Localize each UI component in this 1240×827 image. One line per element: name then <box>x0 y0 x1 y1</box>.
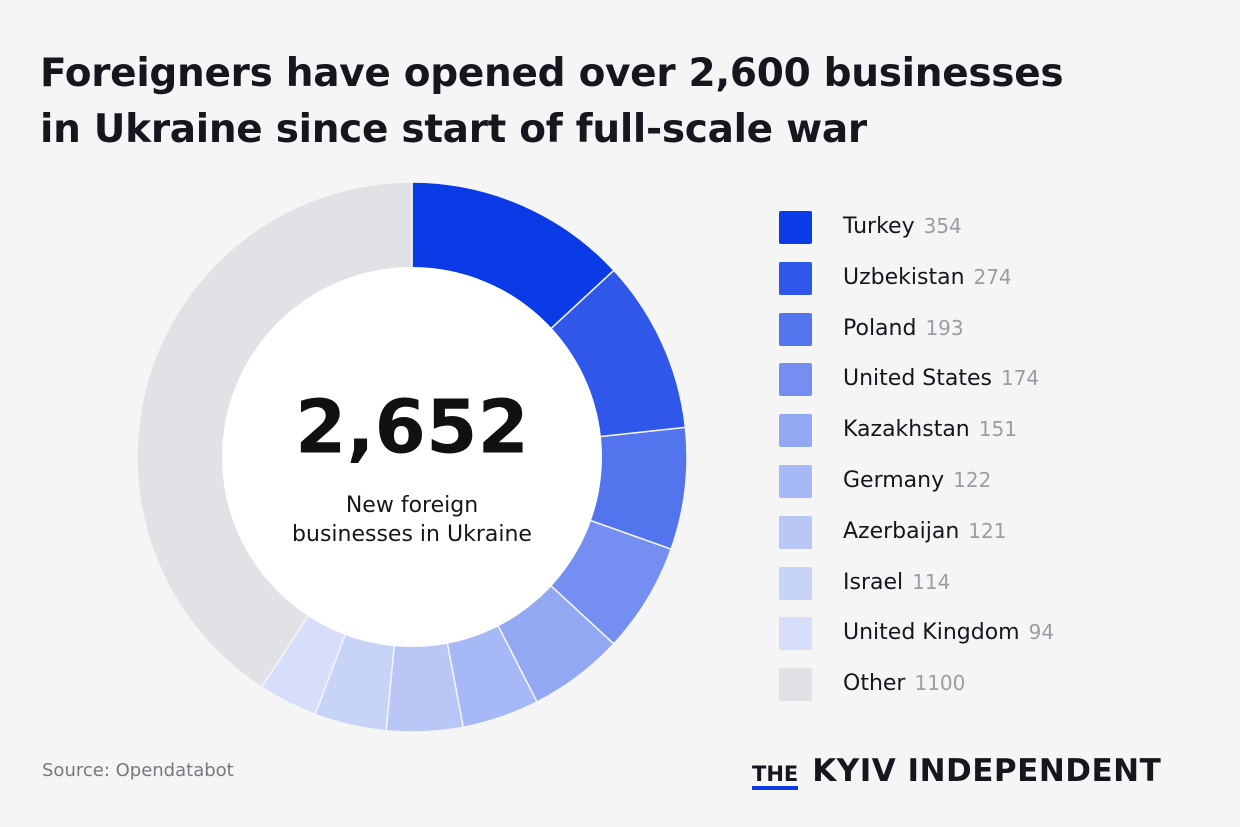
legend-item: Kazakhstan 151 <box>779 414 1054 465</box>
legend-item: Israel 114 <box>779 566 1054 618</box>
brand-logo: THE KYIV INDEPENDENT <box>752 753 1161 790</box>
brand-prefix: THE <box>752 762 799 790</box>
legend-label: United States <box>843 366 992 392</box>
legend-swatch <box>779 617 812 651</box>
legend-value: 274 <box>973 264 1012 289</box>
legend-label: Kazakhstan <box>843 417 970 443</box>
legend-label: Germany <box>843 467 945 493</box>
legend-value: 151 <box>978 417 1017 442</box>
legend-swatch <box>779 515 812 549</box>
center-total: 2,652 <box>295 385 529 471</box>
legend-item: United Kingdom 94 <box>779 617 1054 668</box>
donut-hole <box>222 267 602 647</box>
legend-item: Germany 122 <box>779 464 1054 516</box>
legend-swatch <box>779 668 812 702</box>
legend-label: Azerbaijan <box>843 518 960 544</box>
center-text: businesses in Ukraine <box>292 522 532 547</box>
legend-value: 114 <box>912 569 951 594</box>
chart-title: Foreigners have opened over 2,600 busine… <box>40 46 1064 158</box>
legend-swatch <box>779 464 812 498</box>
title-line: in Ukraine since start of full-scale war <box>40 107 867 152</box>
legend-label: United Kingdom <box>843 620 1020 646</box>
legend-swatch <box>779 211 812 244</box>
legend-label: Turkey <box>843 214 915 239</box>
legend-swatch <box>779 312 812 346</box>
brand-name: KYIV INDEPENDENT <box>812 753 1162 789</box>
legend-value: 121 <box>968 518 1007 543</box>
legend-value: 193 <box>925 315 964 340</box>
legend-item: Uzbekistan 274 <box>779 261 1054 313</box>
legend-swatch <box>779 261 812 295</box>
legend: Turkey 354 Uzbekistan 274 Poland 193 United St… <box>779 211 1054 719</box>
legend-value: 122 <box>953 467 992 492</box>
legend-value: 1100 <box>914 671 966 696</box>
legend-label: Poland <box>843 315 917 341</box>
source: Source: Opendatabot <box>42 760 234 781</box>
legend-label: Other <box>843 671 906 697</box>
legend-item: Turkey 354 <box>779 211 1054 262</box>
legend-swatch <box>779 566 812 600</box>
legend-label: Uzbekistan <box>843 264 965 290</box>
legend-swatch <box>779 414 812 448</box>
legend-value: 174 <box>1000 366 1040 391</box>
center-text: New foreign <box>346 493 478 518</box>
legend-item: Other 1100 <box>779 668 1054 719</box>
legend-item: Poland 193 <box>779 312 1054 364</box>
legend-value: 354 <box>923 214 962 238</box>
legend-value: 94 <box>1028 620 1055 645</box>
legend-item: Azerbaijan 121 <box>779 515 1054 567</box>
title-line: Foreigners have opened over 2,600 busine… <box>40 51 1064 96</box>
legend-swatch <box>779 363 812 397</box>
legend-label: Israel <box>843 569 904 595</box>
legend-item: United States 174 <box>779 363 1054 414</box>
